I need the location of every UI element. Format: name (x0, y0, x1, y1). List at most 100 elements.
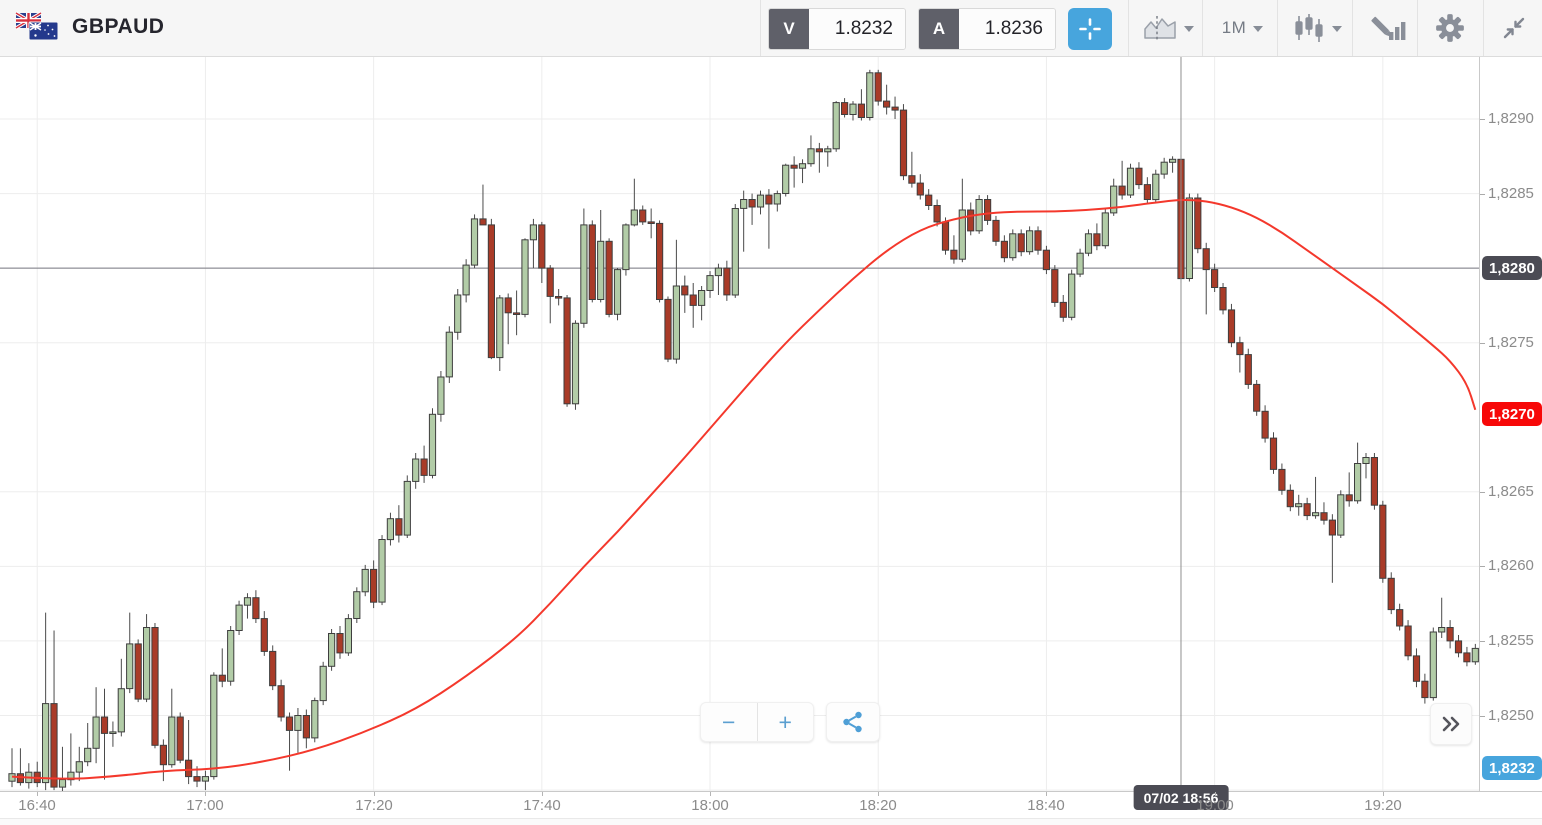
candle-up (437, 376, 445, 415)
candle-down (1454, 640, 1463, 654)
uk-flag-icon (15, 11, 42, 30)
candle-down (1219, 287, 1227, 311)
double-chevron-right-icon (1442, 716, 1460, 732)
candle-down (841, 102, 849, 115)
candle-up (445, 331, 453, 378)
candle-down (950, 249, 958, 260)
candle-up (428, 413, 437, 476)
candle-up (1471, 647, 1479, 663)
candle-down (1244, 354, 1252, 385)
candle-up (109, 731, 117, 735)
price-scale[interactable]: 1,8280 1,8270 1,8232 1,8290 1,8285 1,8275 1… (1479, 57, 1542, 791)
candle-up (311, 700, 319, 739)
buy-side-label[interactable]: A (919, 9, 959, 49)
bottom-scrollbar[interactable] (0, 818, 1542, 825)
candlestick-chart-canvas[interactable] (0, 57, 1479, 791)
candle-up (328, 633, 336, 667)
toolbar-separator (1128, 0, 1129, 56)
candle-down (1059, 301, 1067, 318)
candle-up (201, 776, 210, 782)
toolbar-separator (1483, 0, 1484, 56)
sell-side-label[interactable]: V (769, 9, 809, 49)
candle-up (1076, 252, 1084, 275)
chart-type-dropdown[interactable] (1283, 0, 1352, 56)
candle-up (1152, 173, 1160, 201)
buy-quote-button[interactable]: A 1.8236 (918, 8, 1056, 50)
candle-down (639, 209, 647, 223)
candle-down (723, 267, 731, 296)
sell-quote-button[interactable]: V 1.8232 (768, 8, 906, 50)
candle-up (622, 224, 630, 271)
candle-down (874, 72, 882, 102)
candle-up (698, 290, 706, 306)
price-label: 1,8285 (1488, 185, 1534, 202)
toolbar-separator (1202, 0, 1203, 56)
time-scale[interactable]: 07/02 18:56 16:40 17:00 17:20 17:40 18:00 18:… (0, 785, 1479, 818)
candle-down (790, 164, 798, 169)
candle-down (1370, 457, 1379, 506)
candle-down (1269, 437, 1278, 470)
chevron-down-icon (1332, 26, 1342, 32)
time-tick (710, 792, 711, 796)
candle-up (773, 193, 781, 205)
share-button[interactable] (826, 702, 880, 742)
candle-down (656, 222, 664, 300)
price-label: 1,8265 (1488, 483, 1534, 500)
au-flag-icon (28, 21, 59, 41)
candle-up (227, 630, 235, 682)
toolbar-separator (760, 0, 761, 56)
price-tick (1480, 566, 1485, 567)
candle-up (143, 627, 151, 700)
candle-up (58, 779, 67, 788)
chevron-down-icon (1253, 26, 1264, 32)
candle-up (126, 643, 134, 690)
toolbar-separator (1277, 0, 1278, 56)
candle-down (1463, 652, 1471, 663)
candle-up (168, 716, 176, 766)
drawing-tools-button[interactable] (1358, 0, 1417, 56)
candle-up (571, 322, 580, 405)
candle-up (1354, 463, 1362, 502)
candle-up (210, 674, 218, 778)
divider (756, 703, 758, 741)
crosshair-time-tooltip: 07/02 18:56 (1133, 785, 1229, 810)
candle-up (798, 163, 807, 169)
candle-down (513, 312, 521, 315)
candle-down (1227, 309, 1236, 344)
time-label: 17:40 (523, 797, 561, 814)
zoom-in-button[interactable]: + (778, 708, 792, 735)
candle-down (277, 685, 285, 718)
candle-up (958, 209, 966, 260)
candle-up (353, 591, 361, 620)
candle-up (294, 715, 302, 731)
candle-up (344, 618, 352, 654)
time-label: 17:20 (355, 797, 393, 814)
crosshair-toggle-button[interactable] (1068, 8, 1112, 50)
candle-up (597, 240, 605, 301)
collapse-chart-button[interactable] (1489, 0, 1539, 56)
candle-up (1026, 230, 1034, 253)
chart-compare-dropdown[interactable] (1134, 0, 1202, 56)
candle-down (176, 716, 184, 761)
candle-up (782, 164, 790, 194)
candle-down (647, 221, 655, 224)
candle-up (630, 209, 638, 226)
candle-up (75, 761, 83, 773)
time-tick (542, 792, 543, 796)
scroll-to-latest-button[interactable] (1430, 703, 1472, 745)
candle-down (302, 715, 310, 739)
timeframe-dropdown[interactable]: 1M (1208, 0, 1277, 56)
candle-up (613, 269, 622, 315)
candle-up (1295, 503, 1303, 508)
price-chart[interactable] (0, 57, 1479, 791)
candle-up (235, 604, 243, 631)
toolbar-separator (1352, 0, 1353, 56)
candle-down (1118, 185, 1126, 196)
settings-button[interactable] (1423, 0, 1477, 56)
candle-up (824, 148, 832, 153)
candle-down (1042, 249, 1051, 271)
time-label: 18:00 (691, 797, 729, 814)
zoom-out-button[interactable]: − (722, 708, 736, 735)
candle-down (891, 106, 899, 111)
candle-down (134, 643, 142, 700)
